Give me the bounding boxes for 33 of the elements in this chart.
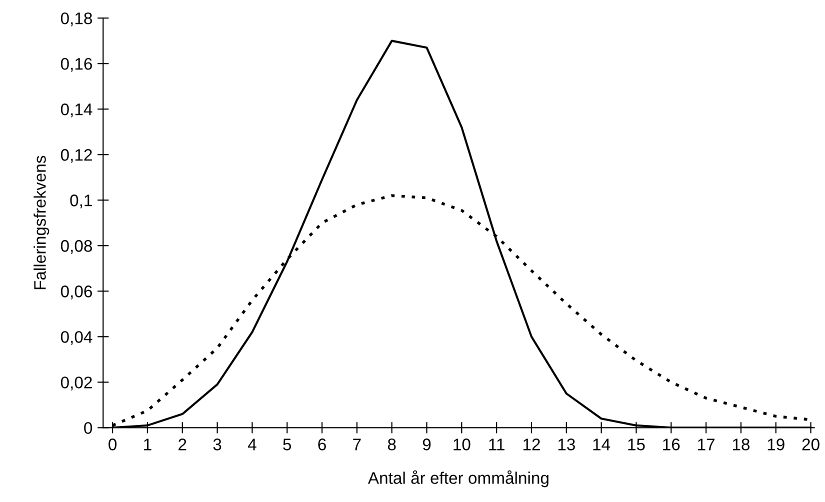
x-tick-label: 10 [454, 438, 470, 450]
x-tick-label: 20 [802, 438, 820, 450]
x-tick-label: 19 [768, 438, 784, 450]
y-axis-title: Falleringsfrekvens [34, 156, 50, 290]
y-tick-label: 0,02 [60, 376, 92, 390]
y-tick-label: 0,14 [60, 104, 92, 118]
x-tick-label: 16 [663, 438, 680, 450]
y-tick-label: 0,06 [60, 286, 92, 300]
y-tick-label: 0,08 [60, 240, 92, 254]
x-tick-label: 3 [213, 438, 222, 450]
x-tick-label: 13 [558, 438, 575, 450]
x-tick-label: 15 [628, 438, 645, 450]
x-tick-label: 7 [353, 438, 361, 450]
x-tick-label: 6 [318, 438, 326, 450]
y-tick-label: 0,12 [60, 149, 92, 163]
x-tick-label: 1 [144, 438, 152, 450]
x-tick-label: 18 [732, 438, 750, 450]
x-tick-label: 14 [593, 438, 610, 450]
x-tick-label: 9 [422, 438, 431, 450]
y-tick-label: 0,18 [60, 12, 92, 26]
x-tick-label: 4 [248, 438, 256, 450]
y-tick-label: 0,1 [70, 194, 92, 208]
y-tick-label: 0,16 [60, 58, 92, 72]
x-tick-label: 11 [489, 438, 504, 450]
x-tick-label: 17 [698, 438, 714, 450]
y-tick-label: 0,04 [60, 331, 92, 345]
x-axis-title: Antal år efter ommålning [368, 470, 548, 488]
x-tick-label: 5 [283, 438, 292, 450]
x-tick-label: 8 [388, 438, 396, 450]
y-tick-label: 0 [84, 422, 92, 434]
x-tick-label: 12 [523, 438, 540, 450]
x-tick-label: 0 [108, 438, 117, 450]
x-tick-label: 2 [178, 438, 186, 450]
